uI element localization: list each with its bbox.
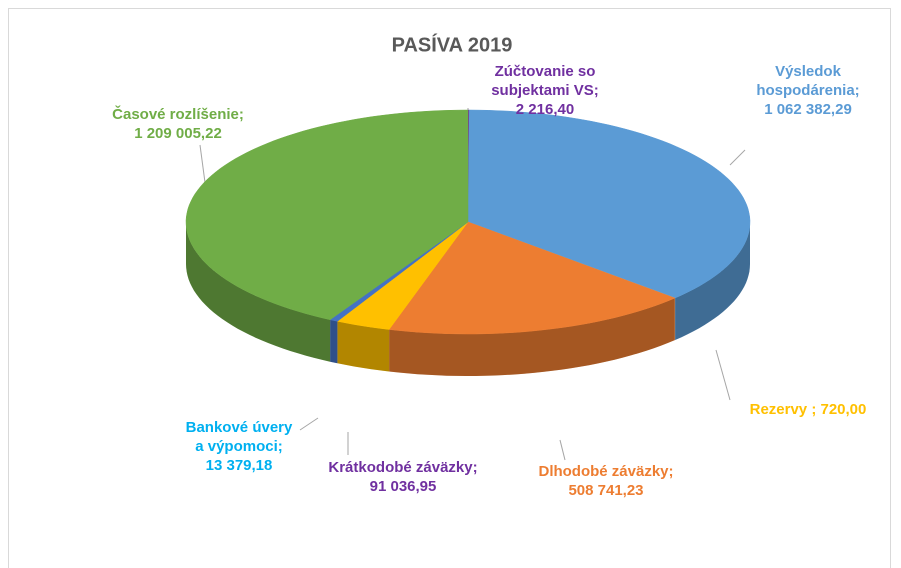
label-category: Časové rozlíšenie; bbox=[112, 106, 244, 123]
label-category: Zúčtovanie so subjektami VS; bbox=[491, 63, 599, 99]
slice-side-shade bbox=[186, 222, 331, 362]
label-category: Bankové úvery a výpomoci; bbox=[185, 419, 293, 455]
data-label: Zúčtovanie so subjektami VS; 2 216,40 bbox=[470, 62, 620, 119]
label-value: 720,00 bbox=[820, 401, 867, 418]
data-label: Dlhodobé záväzky; 508 741,23 bbox=[506, 462, 706, 500]
label-value: 2 216,40 bbox=[515, 101, 575, 118]
slice-side-shade bbox=[675, 222, 750, 340]
label-category: Dlhodobé záväzky; bbox=[538, 463, 674, 480]
slice-side bbox=[186, 222, 331, 362]
data-label: Rezervy ; 720,00 bbox=[708, 400, 901, 419]
slice-side bbox=[337, 321, 390, 372]
leader-line bbox=[715, 349, 731, 401]
leader-line bbox=[729, 149, 746, 166]
label-category: Krátkodobé záväzky; bbox=[328, 459, 478, 476]
slice bbox=[467, 109, 751, 299]
label-value: 1 062 382,29 bbox=[764, 101, 852, 118]
label-category: Rezervy ; bbox=[749, 401, 817, 418]
label-value: 13 379,18 bbox=[205, 457, 273, 474]
data-label: Bankové úvery a výpomoci; 13 379,18 bbox=[184, 418, 294, 475]
label-value: 91 036,95 bbox=[369, 478, 437, 495]
slice bbox=[185, 109, 469, 320]
leader-line bbox=[299, 417, 319, 431]
label-value: 1 209 005,22 bbox=[134, 125, 222, 142]
data-label: Časové rozlíšenie; 1 209 005,22 bbox=[88, 105, 268, 143]
slice bbox=[336, 221, 469, 330]
chart-title: PASÍVA 2019 bbox=[392, 33, 513, 56]
slice-side bbox=[389, 298, 675, 376]
slice bbox=[388, 221, 676, 335]
data-label: Krátkodobé záväzky; 91 036,95 bbox=[328, 458, 478, 496]
data-label: Výsledok hospodárenia; 1 062 382,29 bbox=[751, 62, 866, 119]
slice-side-shade bbox=[330, 319, 338, 364]
slice-side-shade bbox=[389, 298, 675, 376]
label-category: Výsledok hospodárenia; bbox=[756, 63, 860, 99]
slice-side bbox=[675, 222, 750, 340]
slice-side bbox=[330, 319, 338, 364]
slice-side-shade bbox=[337, 321, 390, 372]
label-value: 508 741,23 bbox=[568, 482, 644, 499]
pie bbox=[185, 109, 751, 376]
leader-line bbox=[559, 439, 566, 461]
